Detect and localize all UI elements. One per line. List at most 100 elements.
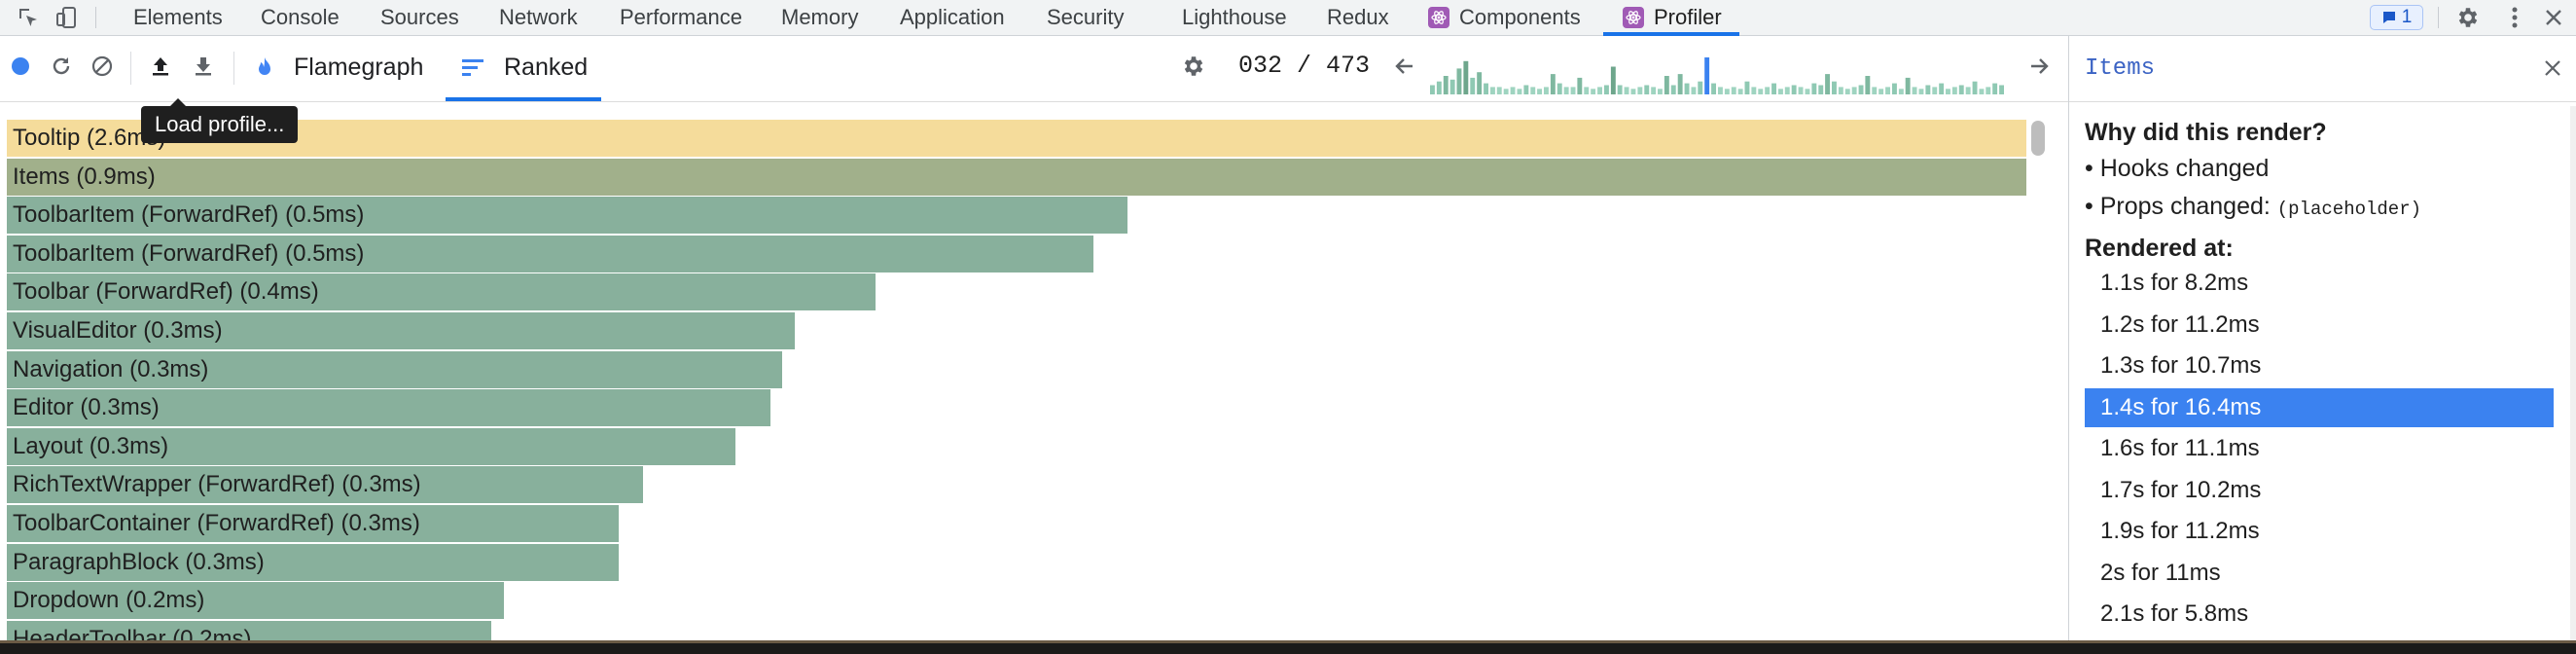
- commit-bar[interactable]: [1992, 83, 1998, 94]
- commit-bar[interactable]: [1490, 87, 1495, 94]
- commit-bar[interactable]: [1670, 85, 1676, 95]
- commit-bar[interactable]: [1858, 85, 1864, 95]
- commit-bar[interactable]: [1584, 87, 1590, 94]
- commit-bar[interactable]: [1958, 85, 1964, 95]
- commit-bar[interactable]: [1912, 87, 1917, 94]
- inspect-element-icon[interactable]: [14, 0, 43, 35]
- commit-bar[interactable]: [1751, 87, 1757, 94]
- tab-security[interactable]: Security: [1047, 5, 1125, 29]
- commit-bar[interactable]: [1523, 85, 1529, 95]
- panel-divider[interactable]: [2068, 36, 2069, 640]
- commit-bar[interactable]: [1470, 77, 1476, 94]
- tab-performance[interactable]: Performance: [620, 5, 742, 29]
- commit-bar[interactable]: [1758, 89, 1764, 94]
- commit-bar[interactable]: [1544, 87, 1549, 94]
- commit-bar[interactable]: [1597, 87, 1602, 94]
- settings-gear-icon[interactable]: [2451, 0, 2485, 35]
- tab-network[interactable]: Network: [499, 5, 578, 29]
- render-item-selected[interactable]: 1.4s for 16.4ms: [2085, 387, 2554, 427]
- commit-bar[interactable]: [1778, 89, 1783, 94]
- render-item[interactable]: 1.1s for 8.2ms: [2100, 270, 2249, 296]
- ranked-bar[interactable]: ToolbarItem (ForwardRef) (0.5ms): [7, 235, 1093, 272]
- commit-bar[interactable]: [1999, 85, 2004, 95]
- commit-bar[interactable]: [1698, 81, 1703, 94]
- commit-bar[interactable]: [1604, 85, 1609, 95]
- commit-bar[interactable]: [1503, 89, 1509, 94]
- commit-bar[interactable]: [1805, 89, 1810, 94]
- commit-bar[interactable]: [1484, 83, 1488, 94]
- ranked-bar[interactable]: ParagraphBlock (0.3ms): [7, 543, 619, 581]
- commit-bar[interactable]: [1550, 74, 1556, 94]
- commit-bar[interactable]: [1610, 66, 1616, 95]
- commit-bar[interactable]: [1456, 68, 1462, 94]
- commit-bar[interactable]: [1798, 87, 1804, 94]
- tab-memory[interactable]: Memory: [781, 5, 859, 29]
- commit-bar[interactable]: [1430, 85, 1435, 95]
- commit-bar[interactable]: [1570, 87, 1576, 94]
- commit-bar[interactable]: [1677, 74, 1683, 94]
- ranked-mode-button[interactable]: Ranked: [461, 50, 588, 85]
- commit-bar[interactable]: [1537, 89, 1542, 94]
- commit-bar[interactable]: [1811, 83, 1817, 94]
- commit-selector-chart[interactable]: [1430, 57, 2006, 94]
- load-profile-icon[interactable]: [144, 50, 177, 83]
- commit-bar[interactable]: [1651, 87, 1657, 94]
- commit-bar[interactable]: [1510, 87, 1516, 94]
- ranked-bar[interactable]: Tooltip (2.6ms): [7, 120, 2026, 157]
- ranked-bar[interactable]: VisualEditor (0.3ms): [7, 312, 795, 349]
- commit-bar[interactable]: [1872, 87, 1878, 94]
- commit-bar[interactable]: [1658, 89, 1663, 94]
- commit-bar[interactable]: [1771, 83, 1776, 94]
- render-item[interactable]: 1.2s for 11.2ms: [2100, 310, 2260, 338]
- ranked-bar[interactable]: Items (0.9ms): [7, 158, 2026, 196]
- device-toolbar-icon[interactable]: [53, 0, 82, 35]
- commit-bar[interactable]: [1832, 81, 1837, 94]
- commit-bar[interactable]: [1972, 81, 1978, 94]
- commit-bar[interactable]: [1878, 89, 1884, 94]
- ranked-bar[interactable]: Dropdown (0.2ms): [7, 582, 504, 620]
- profiler-settings-gear-icon[interactable]: [1177, 50, 1210, 83]
- ranked-bar[interactable]: Layout (0.3ms): [7, 427, 735, 465]
- tab-profiler[interactable]: Profiler: [1623, 0, 1722, 35]
- commit-bar[interactable]: [1918, 89, 1924, 94]
- commit-bar[interactable]: [1892, 83, 1897, 94]
- render-item[interactable]: 1.6s for 11.1ms: [2100, 435, 2260, 461]
- tab-lighthouse[interactable]: Lighthouse: [1182, 5, 1287, 29]
- commit-bar[interactable]: [1939, 83, 1945, 94]
- commit-bar[interactable]: [1898, 89, 1904, 94]
- reload-and-profile-icon[interactable]: [45, 50, 78, 83]
- commit-bar[interactable]: [1965, 87, 1971, 94]
- tab-sources[interactable]: Sources: [380, 5, 459, 29]
- render-item[interactable]: 1.7s for 10.2ms: [2100, 476, 2262, 503]
- commit-bar[interactable]: [1951, 87, 1957, 94]
- issues-badge[interactable]: 1: [2370, 5, 2423, 30]
- record-button[interactable]: [4, 50, 37, 83]
- commit-bar[interactable]: [1644, 85, 1650, 95]
- commit-bar[interactable]: [1530, 87, 1536, 94]
- ranked-bar[interactable]: Navigation (0.3ms): [7, 350, 782, 388]
- clear-profile-icon[interactable]: [86, 50, 119, 83]
- commit-bar[interactable]: [1436, 81, 1442, 94]
- commit-bar[interactable]: [1664, 76, 1669, 94]
- commit-bar[interactable]: [1844, 89, 1850, 94]
- commit-bar[interactable]: [1986, 87, 1991, 94]
- commit-bar[interactable]: [1851, 87, 1857, 94]
- render-item[interactable]: 1.9s for 11.2ms: [2100, 518, 2260, 544]
- commit-bar[interactable]: [1617, 85, 1623, 95]
- commit-bar[interactable]: [1925, 85, 1931, 95]
- render-item[interactable]: 1.3s for 10.7ms: [2100, 352, 2262, 379]
- close-devtools-icon[interactable]: [2539, 0, 2568, 35]
- sidebar-scrollbar[interactable]: [2570, 106, 2576, 640]
- sidebar-close-icon[interactable]: [2536, 52, 2569, 85]
- commit-bar[interactable]: [1979, 89, 1985, 94]
- commit-bar[interactable]: [1591, 89, 1596, 94]
- commit-bar[interactable]: [1731, 87, 1736, 94]
- tab-console[interactable]: Console: [261, 5, 340, 29]
- commit-bar[interactable]: [1556, 83, 1562, 94]
- commit-bar[interactable]: [1704, 57, 1710, 94]
- tab-redux[interactable]: Redux: [1327, 5, 1389, 29]
- commit-bar[interactable]: [1443, 76, 1449, 94]
- commit-bar[interactable]: [1932, 87, 1938, 94]
- commit-bar[interactable]: [1691, 87, 1697, 94]
- commit-bar[interactable]: [1737, 89, 1743, 94]
